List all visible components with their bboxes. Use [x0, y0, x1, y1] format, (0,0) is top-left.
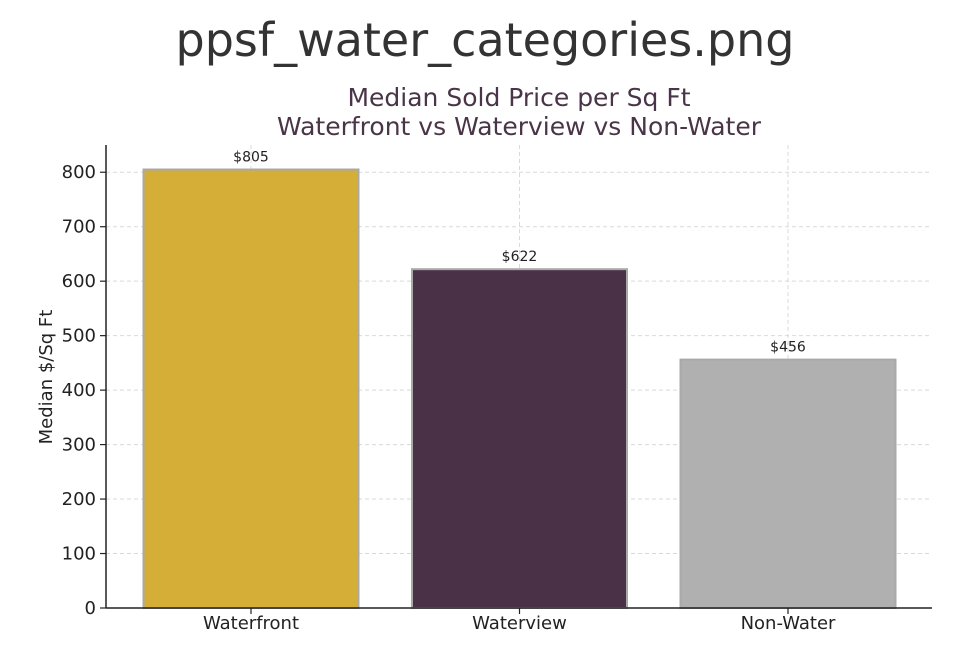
x-ticks: Waterfront Waterview Non-Water	[203, 608, 836, 634]
y-tick-label: 0	[85, 598, 96, 619]
bar-waterview	[411, 268, 628, 609]
y-tick-label: 300	[62, 435, 96, 456]
y-tick-label: 600	[62, 271, 96, 292]
bar-labels: $805 $622 $456	[233, 150, 806, 356]
y-tick-label: 500	[62, 326, 96, 347]
file-title: ppsf_water_categories.png	[176, 13, 795, 67]
bar-value-label: $622	[502, 249, 538, 265]
chart-title-line-2: Waterfront vs Waterview vs Non-Water	[277, 112, 762, 141]
bar-value-label: $456	[770, 340, 806, 356]
chart-title-line-1: Median Sold Price per Sq Ft	[347, 83, 690, 112]
y-tick-label: 700	[62, 217, 96, 238]
y-tick-label: 400	[62, 380, 96, 401]
x-tick-label: Waterview	[472, 613, 567, 634]
y-tick-label: 100	[62, 544, 96, 565]
x-tick-label: Non-Water	[741, 613, 836, 634]
bars	[142, 168, 897, 609]
x-tick-label: Waterfront	[203, 613, 299, 634]
y-tick-label: 800	[62, 162, 96, 183]
y-tick-label: 200	[62, 489, 96, 510]
bar-non-water	[679, 358, 897, 609]
bar-waterfront	[142, 168, 360, 609]
y-axis-label: Median $/Sq Ft	[36, 310, 57, 445]
y-ticks: 0 100 200 300 400 500 600 700 800	[62, 162, 106, 619]
bar-value-label: $805	[233, 150, 269, 166]
